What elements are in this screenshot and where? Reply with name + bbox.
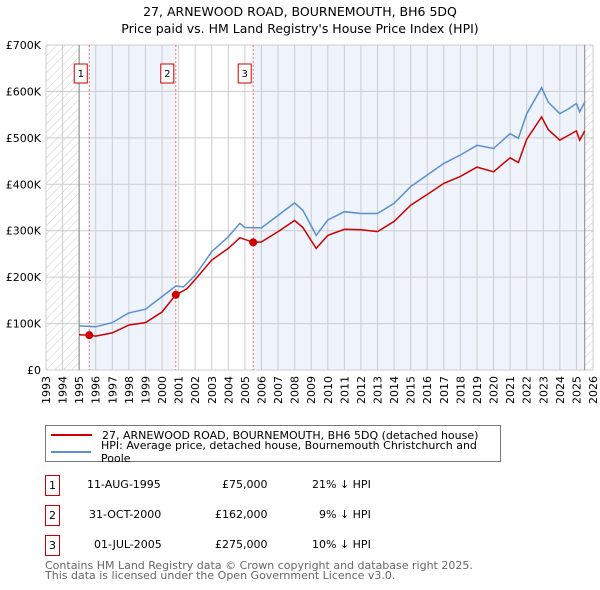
x-tick-label: 1999 [139,376,152,404]
y-tick-label: £700K [6,39,42,52]
legend-swatch-blue [51,451,91,453]
legend-label: 27, ARNEWOOD ROAD, BOURNEMOUTH, BH6 5DQ … [102,428,479,442]
legend-label: HPI: Average price, detached house, Bour… [101,439,477,465]
sale-hpi-diff: 21% ↓ HPI [312,478,371,491]
x-tick-label: 1997 [106,376,119,404]
band-pre-sale [79,45,90,370]
x-tick-label: 2008 [289,376,302,404]
sale-label: 1 [78,69,84,80]
x-tick-label: 2022 [521,376,534,404]
footer-licence: This data is licensed under the Open Gov… [45,569,396,582]
x-tick-label: 2020 [488,376,501,404]
price-chart: 1993 1994 1995 1996 1997 1998 1999 2000 2001 2002… [6,39,600,404]
y-tick-label: £200K [6,271,42,284]
x-tick-label: 2003 [206,376,219,404]
sale-point [85,331,94,340]
sale-marker-badge: 2 [45,505,60,526]
x-tick-label: 2013 [372,376,385,404]
sale-price: £162,000 [215,508,268,521]
x-tick-label: 2026 [587,376,600,404]
x-tick-label: 1995 [73,376,86,404]
y-tick-label: £300K [6,225,42,238]
y-tick-label: £0 [27,364,41,377]
x-tick-label: 2010 [322,376,335,404]
legend-item-property: 27, ARNEWOOD ROAD, BOURNEMOUTH, BH6 5DQ … [51,427,478,443]
sale-point [171,290,180,299]
sale-hpi-diff: 9% ↓ HPI [319,508,371,521]
x-tick-label: 1996 [90,376,103,404]
x-tick-label: 1994 [57,376,70,404]
hatched-no-data-region [584,45,593,370]
hpi-line [79,86,586,328]
legend-swatch-red [51,434,92,436]
x-tick-label: 2016 [421,376,434,404]
footer-copyright: Contains HM Land Registry data © Crown c… [45,559,473,572]
x-tick-label: 2015 [405,376,418,404]
x-tick-label: 2019 [471,376,484,404]
y-tick-label: £400K [6,178,42,191]
sale-marker-badge: 1 [45,475,60,496]
sale-label-box [160,63,175,84]
y-tick-label: £600K [6,85,42,98]
x-tick-label: 2006 [255,376,268,404]
band-shaded [253,45,585,370]
x-tick-label: 2023 [537,376,550,404]
x-tick-label: 2024 [554,376,567,404]
legend: 27, ARNEWOOD ROAD, BOURNEMOUTH, BH6 5DQ … [45,425,501,465]
x-tick-label: 2014 [388,376,401,404]
x-tick-label: 2005 [239,376,252,404]
x-tick-label: 2007 [272,376,285,404]
chart-title: 27, ARNEWOOD ROAD, BOURNEMOUTH, BH6 5DQ [143,4,457,19]
price-paid-line [79,115,586,337]
sale-date: 01-JUL-2005 [94,538,162,551]
x-tick-label: 2000 [156,376,169,404]
chart-subtitle: Price paid vs. HM Land Registry's House … [121,21,479,36]
x-tick-label: 1993 [40,376,53,404]
x-tick-label: 2009 [305,376,318,404]
sale-label-box [73,63,88,84]
sale-price: £275,000 [215,538,268,551]
band-shaded [89,45,176,370]
x-tick-label: 2012 [355,376,368,404]
sale-label: 2 [164,69,170,80]
x-tick-label: 1998 [123,376,136,404]
sale-price: £75,000 [222,478,268,491]
x-tick-label: 2002 [189,376,202,404]
x-tick-label: 2017 [438,376,451,404]
sale-label: 3 [242,69,248,80]
sale-date: 11-AUG-1995 [87,478,161,491]
x-tick-label: 2025 [570,376,583,404]
sale-date: 31-OCT-2000 [89,508,162,521]
x-tick-label: 2001 [173,376,186,404]
x-tick-label: 2004 [222,376,235,404]
y-tick-label: £100K [6,318,42,331]
sale-label-box [237,63,252,84]
x-tick-label: 2018 [454,376,467,404]
x-tick-label: 2021 [504,376,517,404]
x-tick-label: 2011 [338,376,351,404]
sale-hpi-diff: 10% ↓ HPI [312,538,371,551]
sale-point [249,238,258,247]
y-tick-label: £500K [6,132,42,145]
legend-item-hpi: HPI: Average price, detached house, Bour… [51,439,500,465]
sale-marker-badge: 3 [45,535,60,556]
